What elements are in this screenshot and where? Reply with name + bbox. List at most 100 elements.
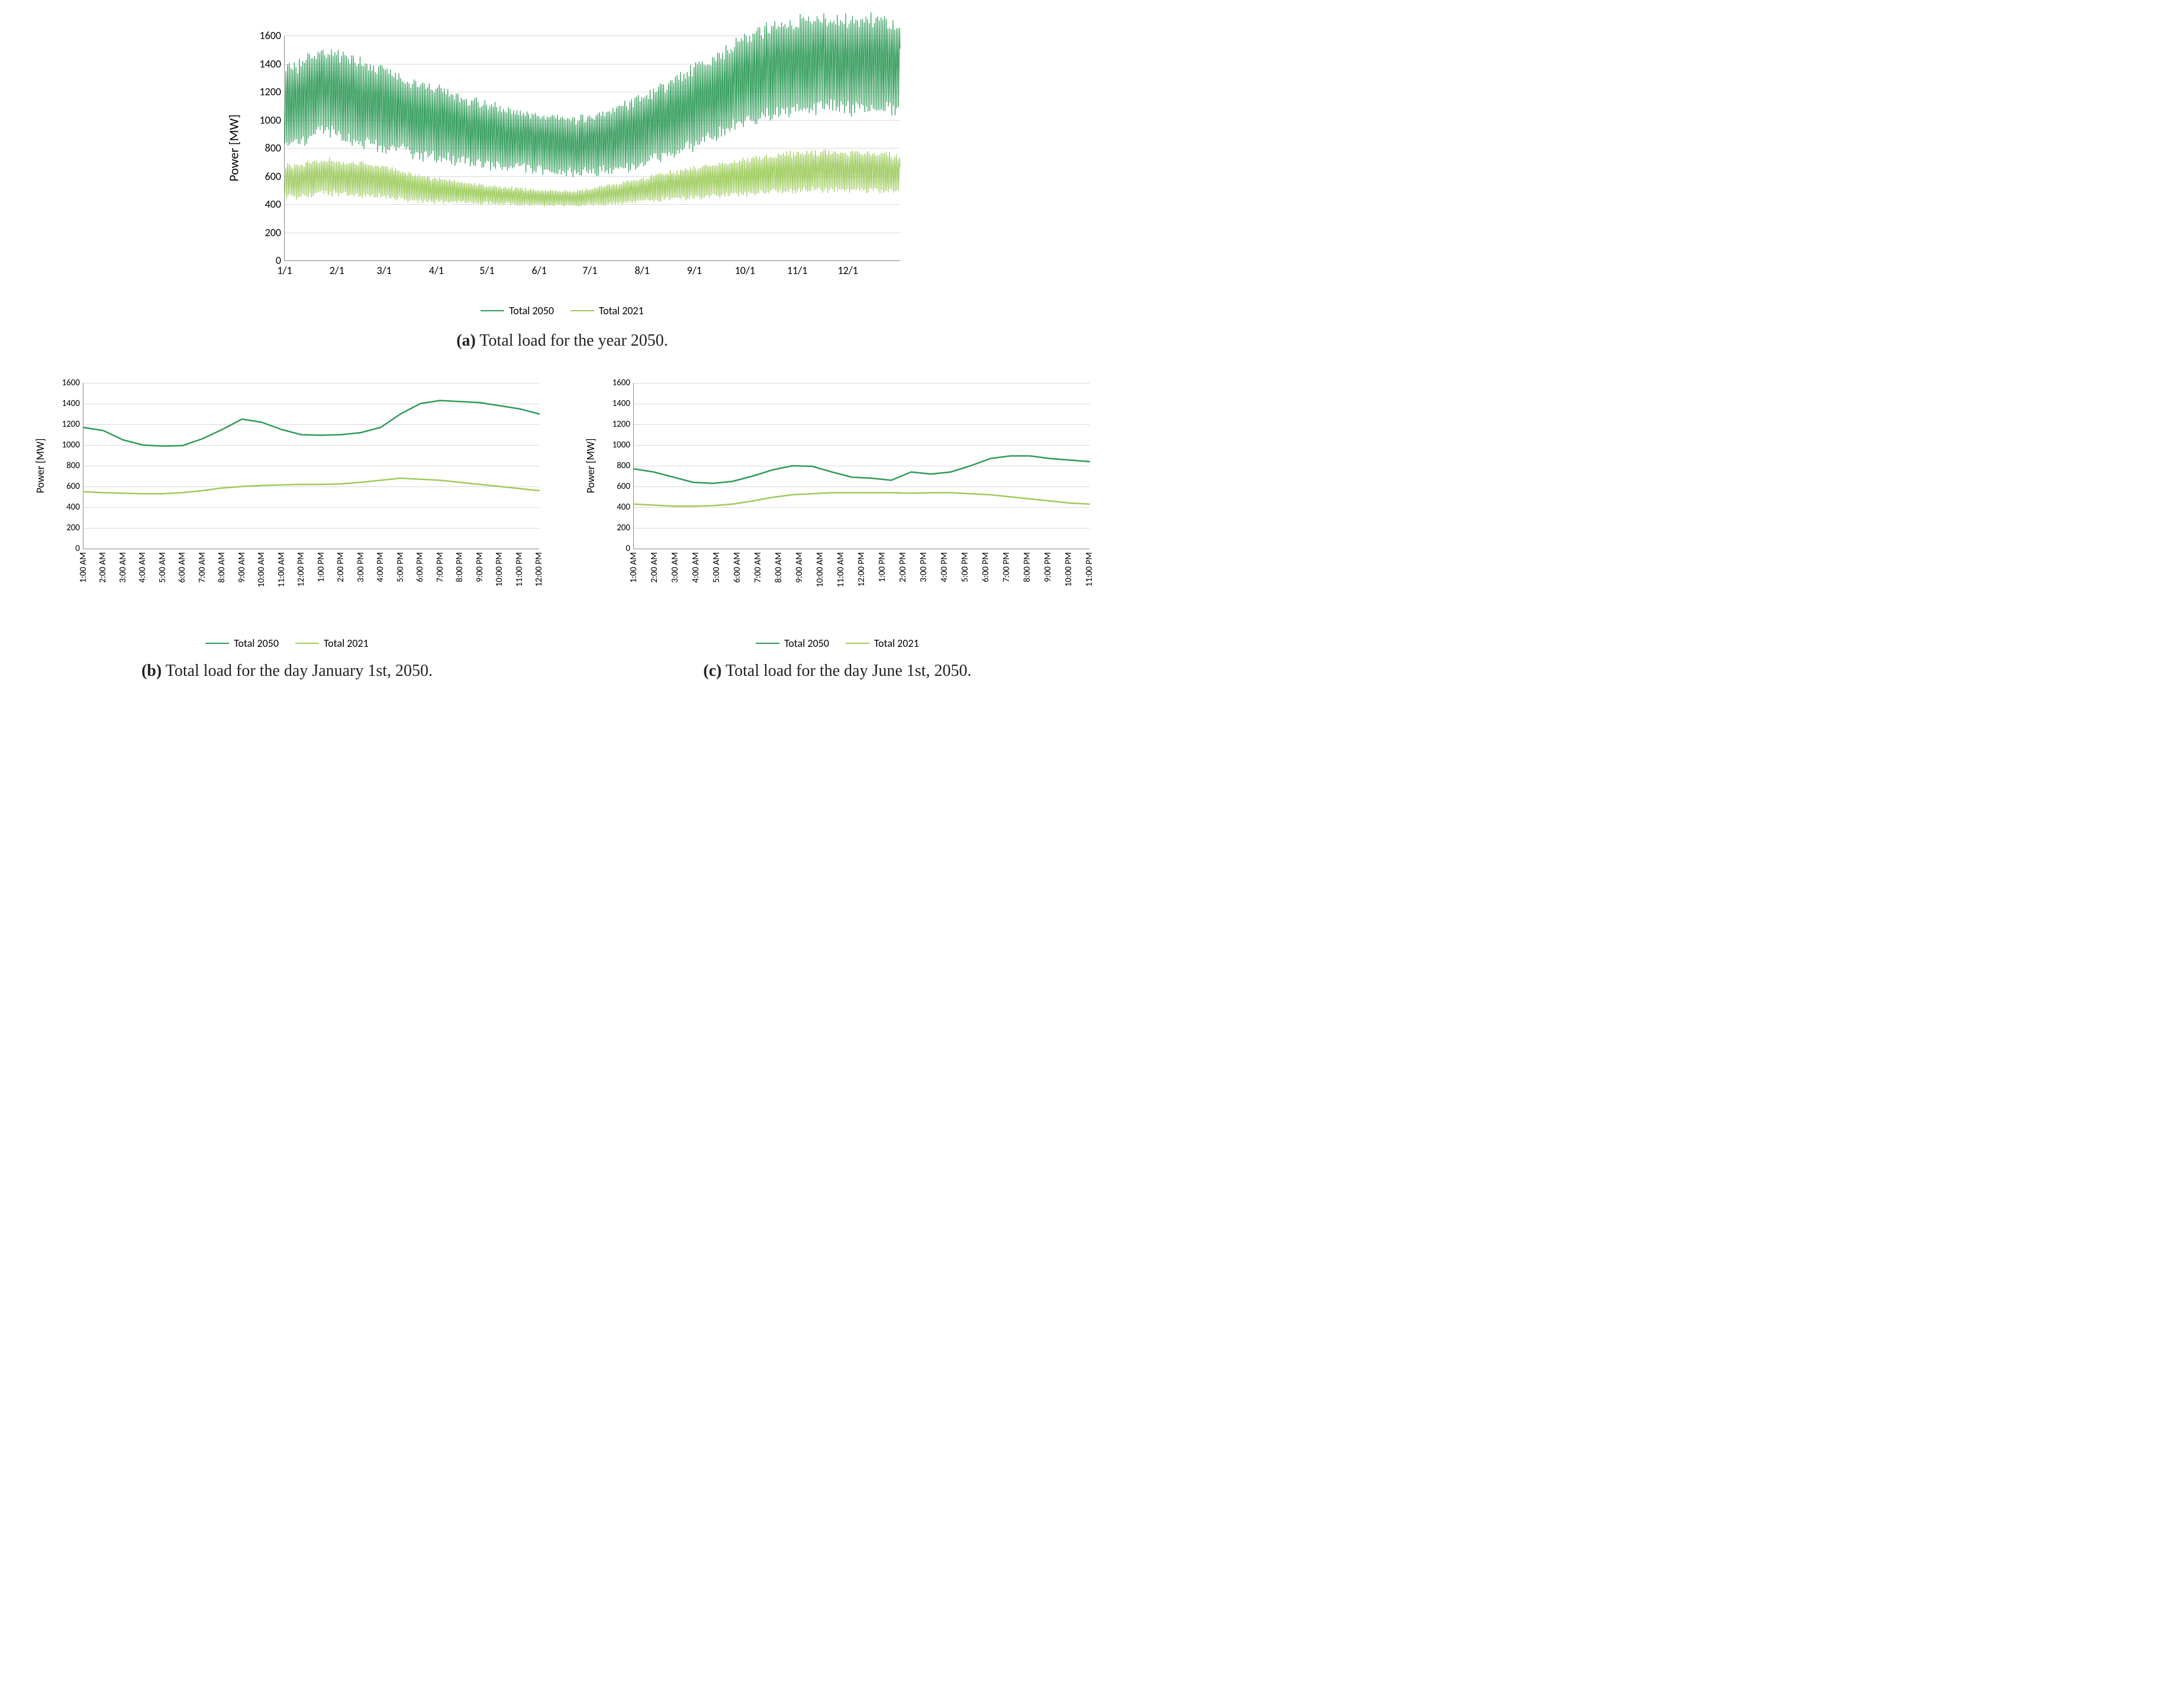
xtick-label: 2/1 bbox=[330, 260, 344, 277]
series-svg bbox=[83, 383, 539, 549]
xtick-label: 10:00 AM bbox=[815, 549, 826, 587]
legend-label: Total 2021 bbox=[599, 304, 644, 317]
xtick-label: 7:00 PM bbox=[435, 549, 446, 582]
legend-a: Total 2050 Total 2021 bbox=[481, 304, 644, 317]
legend-label: Total 2050 bbox=[509, 304, 554, 317]
ytick-label: 400 bbox=[617, 502, 634, 513]
xtick-label: 11/1 bbox=[787, 260, 807, 277]
xtick-label: 10:00 PM bbox=[1063, 549, 1074, 586]
xtick-label: 6:00 AM bbox=[732, 549, 743, 583]
xtick-label: 7:00 PM bbox=[1001, 549, 1012, 582]
xtick-label: 9:00 AM bbox=[794, 549, 805, 583]
legend-item: Total 2021 bbox=[570, 304, 644, 317]
legend-label: Total 2021 bbox=[324, 637, 369, 650]
legend-label: Total 2021 bbox=[874, 637, 919, 650]
xtick-label: 4/1 bbox=[429, 260, 444, 277]
chart-a: 020040060080010001200140016001/12/13/14/… bbox=[207, 24, 917, 296]
xtick-label: 3/1 bbox=[377, 260, 392, 277]
y-axis-title: Power [MW] bbox=[584, 439, 597, 494]
caption-a-text: Total load for the year 2050. bbox=[476, 331, 668, 350]
legend-swatch bbox=[205, 643, 229, 644]
legend-b: Total 2050 Total 2021 bbox=[205, 637, 369, 650]
legend-item: Total 2050 bbox=[756, 637, 829, 650]
xtick-label: 12:00 PM bbox=[296, 549, 307, 586]
xtick-label: 8:00 AM bbox=[773, 549, 784, 583]
xtick-label: 12:00 PM bbox=[856, 549, 867, 586]
legend-label: Total 2050 bbox=[234, 637, 279, 650]
y-axis-title: Power [MW] bbox=[34, 439, 47, 494]
series-svg bbox=[634, 383, 1089, 549]
ytick-label: 1600 bbox=[612, 378, 634, 388]
ytick-label: 1000 bbox=[612, 440, 634, 450]
xtick-label: 12:00 PM bbox=[534, 549, 544, 586]
series-line bbox=[634, 456, 1089, 483]
xtick-label: 6/1 bbox=[532, 260, 547, 277]
ytick-label: 400 bbox=[265, 198, 285, 211]
ytick-label: 600 bbox=[617, 481, 634, 492]
xtick-label: 4:00 AM bbox=[691, 549, 701, 583]
figure-page: 020040060080010001200140016001/12/13/14/… bbox=[0, 0, 1124, 704]
ytick-label: 1400 bbox=[612, 398, 634, 409]
legend-item: Total 2050 bbox=[481, 304, 554, 317]
y-axis-title: Power [MW] bbox=[226, 114, 242, 181]
xtick-label: 8:00 AM bbox=[217, 549, 227, 583]
xtick-label: 1:00 AM bbox=[78, 549, 89, 583]
caption-c-text: Total load for the day June 1st, 2050. bbox=[721, 662, 971, 680]
series-line bbox=[83, 401, 539, 446]
caption-b-text: Total load for the day January 1st, 2050… bbox=[162, 662, 433, 680]
xtick-label: 2:00 AM bbox=[98, 549, 108, 583]
xtick-label: 7:00 AM bbox=[753, 549, 763, 583]
xtick-label: 1:00 AM bbox=[628, 549, 639, 583]
series-line bbox=[634, 493, 1089, 507]
chart-b: 020040060080010001200140016001:00 AM2:00… bbox=[21, 374, 553, 629]
xtick-label: 7/1 bbox=[582, 260, 597, 277]
xtick-label: 8:00 PM bbox=[1022, 549, 1033, 582]
xtick-label: 5:00 AM bbox=[711, 549, 722, 583]
caption-b: (b) Total load for the day January 1st, … bbox=[141, 662, 433, 681]
xtick-label: 2:00 AM bbox=[649, 549, 660, 583]
ytick-label: 1200 bbox=[260, 85, 285, 98]
xtick-label: 3:00 AM bbox=[670, 549, 681, 583]
xtick-label: 9:00 PM bbox=[1043, 549, 1053, 582]
xtick-label: 10:00 PM bbox=[494, 549, 505, 586]
caption-b-prefix: (b) bbox=[141, 662, 162, 680]
series-svg bbox=[285, 36, 900, 260]
legend-c: Total 2050 Total 2021 bbox=[756, 637, 919, 650]
ytick-label: 1200 bbox=[62, 419, 83, 430]
xtick-label: 4:00 PM bbox=[939, 549, 950, 582]
legend-swatch bbox=[481, 310, 504, 311]
xtick-label: 1:00 PM bbox=[877, 549, 888, 582]
xtick-label: 9:00 PM bbox=[475, 549, 485, 582]
legend-item: Total 2021 bbox=[295, 637, 369, 650]
caption-a: (a) Total load for the year 2050. bbox=[456, 331, 668, 350]
ytick-label: 1400 bbox=[62, 398, 83, 409]
panel-c: 020040060080010001200140016001:00 AM2:00… bbox=[571, 374, 1104, 681]
xtick-label: 4:00 AM bbox=[137, 549, 148, 583]
xtick-label: 3:00 PM bbox=[356, 549, 366, 582]
ytick-label: 800 bbox=[265, 141, 285, 154]
ytick-label: 600 bbox=[265, 170, 285, 183]
xtick-label: 12/1 bbox=[837, 260, 857, 277]
xtick-label: 5:00 PM bbox=[960, 549, 971, 582]
series-line bbox=[285, 12, 900, 177]
row-bc: 020040060080010001200140016001:00 AM2:00… bbox=[12, 374, 1113, 681]
xtick-label: 5:00 AM bbox=[157, 549, 168, 583]
xtick-label: 3:00 AM bbox=[118, 549, 128, 583]
xtick-label: 6:00 AM bbox=[177, 549, 188, 583]
xtick-label: 1/1 bbox=[277, 260, 292, 277]
legend-label: Total 2050 bbox=[784, 637, 829, 650]
panel-b: 020040060080010001200140016001:00 AM2:00… bbox=[21, 374, 553, 681]
xtick-label: 9:00 AM bbox=[237, 549, 247, 583]
xtick-label: 6:00 PM bbox=[981, 549, 991, 582]
xtick-label: 8/1 bbox=[634, 260, 649, 277]
legend-swatch bbox=[570, 310, 594, 311]
caption-a-prefix: (a) bbox=[456, 331, 476, 350]
plot-area: 020040060080010001200140016001:00 AM2:00… bbox=[83, 383, 539, 549]
xtick-label: 5/1 bbox=[479, 260, 494, 277]
ytick-label: 200 bbox=[265, 226, 285, 239]
ytick-label: 1400 bbox=[260, 57, 285, 70]
legend-swatch bbox=[846, 643, 869, 644]
ytick-label: 800 bbox=[66, 460, 83, 471]
xtick-label: 3:00 PM bbox=[918, 549, 929, 582]
plot-area: 020040060080010001200140016001:00 AM2:00… bbox=[633, 383, 1089, 549]
